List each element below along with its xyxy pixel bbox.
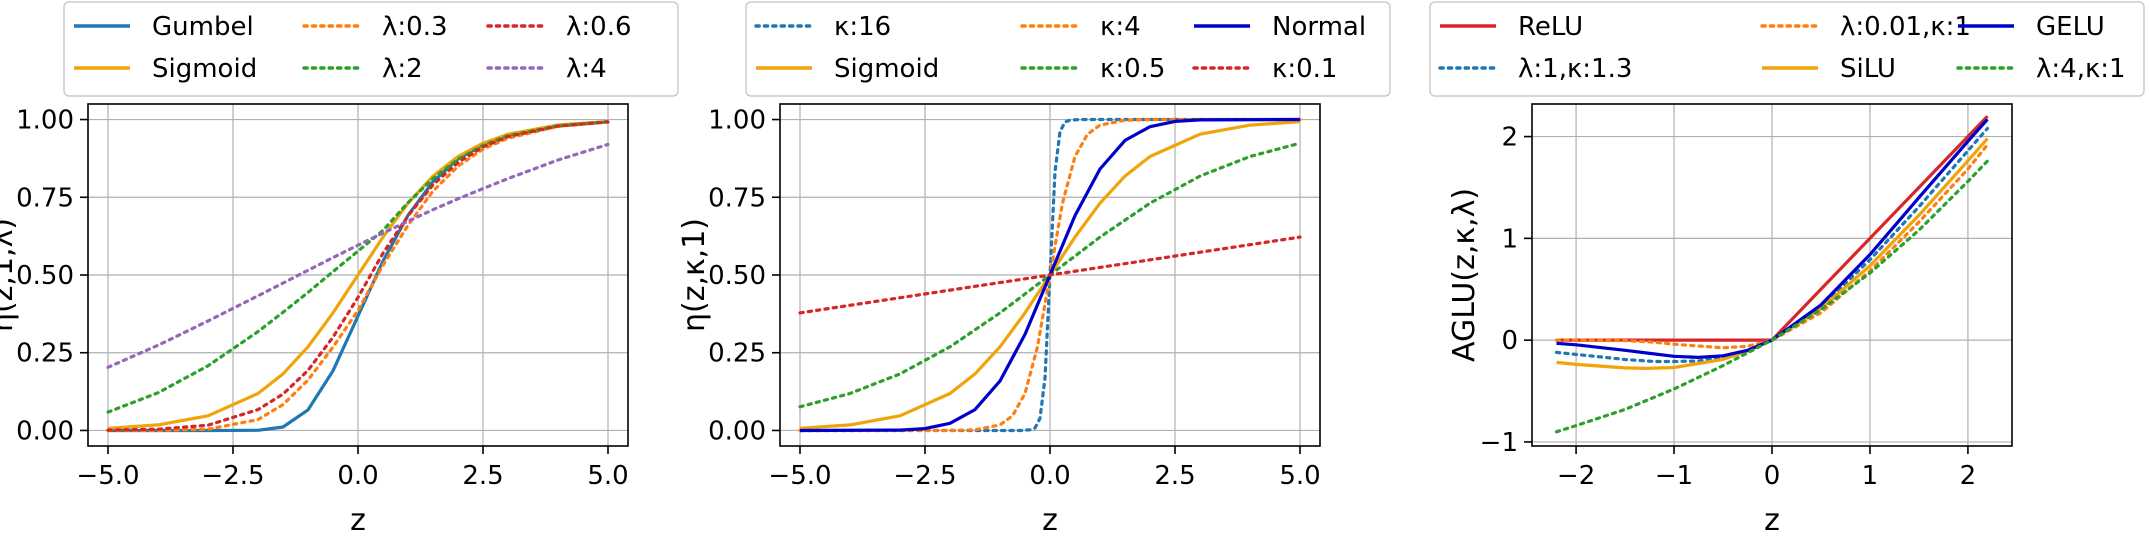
- y-tick-label: 0.25: [708, 339, 766, 369]
- legend-label: κ:0.1: [1272, 54, 1337, 84]
- series-group: [798, 117, 1302, 433]
- x-tick-label: −2.5: [893, 461, 956, 491]
- x-tick-label: −5.0: [768, 461, 831, 491]
- x-tick-label: 5.0: [587, 461, 628, 491]
- legend-label: λ:0.6: [566, 12, 632, 42]
- y-axis-label: η(z,1,λ): [0, 218, 20, 332]
- x-tick-label: 2: [1960, 461, 1977, 491]
- y-tick-label: −1: [1480, 428, 1518, 458]
- series-line-3: [106, 120, 610, 414]
- legend-label: λ:4: [566, 54, 607, 84]
- legend: ReLU λ:1,κ:1.3 λ:0.01,κ:1 SiLU GELU λ:4,κ:1: [1429, 1, 2145, 97]
- legend-label: Normal: [1272, 12, 1366, 42]
- legend-label: GELU: [2036, 12, 2105, 42]
- y-tick-label: 1: [1501, 224, 1518, 254]
- y-tick-label: 0.50: [708, 261, 766, 291]
- y-tick-label: 0.00: [708, 416, 766, 446]
- legend-label: λ:2: [382, 54, 423, 84]
- legend-label: λ:0.3: [382, 12, 448, 42]
- y-axis-label: η(z,κ,1): [677, 218, 712, 332]
- x-tick-label: 2.5: [1154, 461, 1195, 491]
- legend-label: λ:0.01,κ:1: [1840, 12, 1971, 42]
- series-line-2: [1554, 143, 1990, 350]
- series-line-1: [107, 120, 609, 430]
- legend-label: ReLU: [1518, 12, 1583, 42]
- y-tick-label: 1.00: [708, 106, 766, 136]
- y-tick-label: 2: [1501, 123, 1518, 153]
- x-axis-label: z: [1764, 503, 1780, 536]
- series-line-4: [1556, 118, 1989, 359]
- y-axis-label: AGLU(z,κ,λ): [1447, 188, 1482, 362]
- series-group: [106, 120, 610, 433]
- x-tick-label: 0.0: [1029, 461, 1070, 491]
- x-tick-label: −1: [1655, 461, 1693, 491]
- series-line-2: [106, 120, 610, 433]
- chart-eta-kappa: −5.0 −2.5 0.0 2.5 5.0 0.00 0.25 0.50 0.75 1.00 z η(…: [677, 1, 1391, 536]
- y-tick-label: 1.00: [16, 106, 74, 136]
- chart-eta-lambda: −5.0 −2.5 0.0 2.5 5.0 0.00 0.25 0.50 0.75 1.00 z η(…: [0, 1, 679, 536]
- series-line-4: [106, 120, 610, 432]
- x-tick-label: 2.5: [462, 461, 503, 491]
- series-line-5: [106, 142, 610, 369]
- x-tick-label: −2: [1557, 461, 1595, 491]
- legend-label: λ:1,κ:1.3: [1518, 54, 1632, 84]
- x-tick-label: −5.0: [76, 461, 139, 491]
- y-tick-label: 0.00: [16, 416, 74, 446]
- legend-label: κ:16: [834, 12, 891, 42]
- legend-label: SiLU: [1840, 54, 1896, 84]
- legend-label: λ:4,κ:1: [2036, 54, 2126, 84]
- series-line-5: [798, 235, 1302, 315]
- legend-label: κ:4: [1100, 12, 1141, 42]
- series-group: [1554, 115, 1990, 434]
- series-line-5: [1554, 159, 1990, 434]
- y-tick-label: 0.75: [16, 183, 74, 213]
- x-tick-label: 5.0: [1279, 461, 1320, 491]
- y-tick-label: 0: [1501, 326, 1518, 356]
- x-tick-label: 1: [1862, 461, 1879, 491]
- legend-label: Sigmoid: [834, 54, 939, 84]
- x-tick-label: 0.0: [337, 461, 378, 491]
- grid: [1532, 104, 2012, 446]
- x-tick-label: −2.5: [201, 461, 264, 491]
- y-tick-label: 0.25: [16, 339, 74, 369]
- legend-label: Gumbel: [152, 12, 254, 42]
- legend-label: Sigmoid: [152, 54, 257, 84]
- legend: κ:16 Sigmoid κ:4 κ:0.5 Normal κ:0.1: [745, 1, 1391, 97]
- y-tick-label: 0.50: [16, 261, 74, 291]
- y-tick-label: 0.75: [708, 183, 766, 213]
- x-axis-label: z: [350, 503, 366, 536]
- x-axis-label: z: [1042, 503, 1058, 536]
- legend: Gumbel Sigmoid λ:0.3 λ:2 λ:0.6 λ:4: [63, 1, 679, 97]
- chart-aglu: −2 −1 0 1 2 −1 0 1 2 z AGLU(z,κ,λ) ReLU λ:1,κ:1.3 λ:0…: [1429, 1, 2145, 536]
- x-tick-label: 0: [1764, 461, 1781, 491]
- legend-label: κ:0.5: [1100, 54, 1165, 84]
